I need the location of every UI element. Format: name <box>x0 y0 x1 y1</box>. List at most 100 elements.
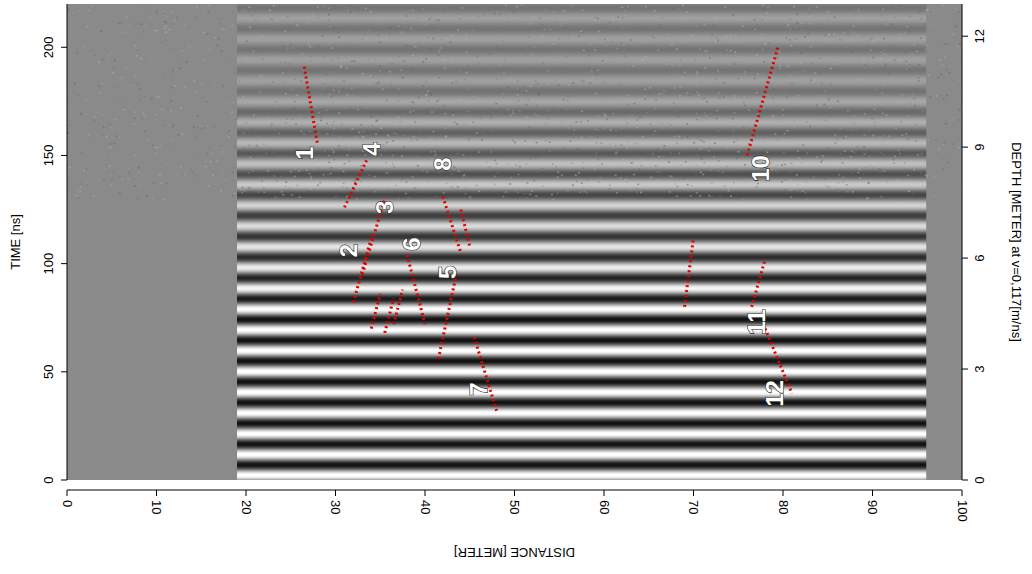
radar-row <box>237 25 926 26</box>
radar-row <box>237 443 926 444</box>
noise <box>836 189 838 191</box>
noise <box>569 140 571 142</box>
noise <box>385 162 387 164</box>
noise <box>490 117 492 119</box>
noise <box>872 57 874 59</box>
noise <box>165 32 167 34</box>
noise <box>897 149 899 151</box>
noise <box>686 137 688 139</box>
radar-row <box>237 350 926 351</box>
noise <box>261 75 263 77</box>
noise <box>853 115 855 117</box>
radar-row <box>237 78 926 79</box>
noise <box>614 145 616 147</box>
noise <box>281 191 283 193</box>
noise <box>737 78 739 80</box>
radar-row <box>237 104 926 105</box>
radar-row <box>237 276 926 277</box>
radar-row <box>237 63 926 64</box>
noise <box>609 188 611 190</box>
noise <box>73 12 75 14</box>
noise <box>928 143 930 145</box>
radar-row <box>237 85 926 86</box>
noise <box>612 58 614 60</box>
noise <box>107 124 109 126</box>
noise <box>464 193 466 195</box>
radar-row <box>237 141 926 142</box>
noise <box>361 38 363 40</box>
noise <box>517 192 519 194</box>
noise <box>402 77 404 79</box>
noise <box>391 63 393 65</box>
noise <box>673 102 675 104</box>
noise <box>407 10 409 12</box>
noise <box>206 153 208 155</box>
radar-row <box>237 105 926 106</box>
radar-row <box>237 178 926 179</box>
noise <box>232 167 234 169</box>
radar-row <box>237 213 926 214</box>
noise <box>163 117 165 119</box>
noise <box>154 187 156 189</box>
noise <box>560 54 562 56</box>
noise <box>356 198 358 200</box>
noise <box>477 89 479 91</box>
noise <box>342 171 344 173</box>
noise <box>760 57 762 59</box>
radar-row <box>237 381 926 382</box>
noise <box>599 108 601 110</box>
noise <box>716 118 718 120</box>
radar-row <box>237 473 926 474</box>
noise <box>880 52 882 54</box>
noise <box>226 101 228 103</box>
noise <box>622 159 624 161</box>
noise <box>825 185 827 187</box>
radar-row <box>237 73 926 74</box>
noise <box>438 50 440 52</box>
noise <box>287 16 289 18</box>
noise <box>499 65 501 67</box>
noise <box>478 63 480 65</box>
radar-row <box>237 198 926 199</box>
noise <box>398 197 400 199</box>
radar-row <box>237 31 926 32</box>
noise <box>309 130 311 132</box>
noise <box>589 136 591 138</box>
noise <box>147 140 149 142</box>
noise <box>641 158 643 160</box>
noise <box>830 41 832 43</box>
noise <box>662 17 664 19</box>
noise <box>637 118 639 120</box>
noise <box>343 80 345 82</box>
noise <box>583 81 585 83</box>
noise <box>263 159 265 161</box>
noise <box>676 48 678 50</box>
noise <box>733 112 735 114</box>
noise <box>507 163 509 165</box>
radar-row <box>237 283 926 284</box>
noise <box>762 17 764 19</box>
noise <box>828 99 830 101</box>
noise <box>283 81 285 83</box>
radar-row <box>237 470 926 471</box>
noise <box>834 142 836 144</box>
radar-row <box>237 294 926 295</box>
noise <box>435 6 437 8</box>
radar-row <box>237 433 926 434</box>
noise <box>476 55 478 57</box>
radar-row <box>237 312 926 313</box>
noise <box>661 123 663 125</box>
radar-row <box>237 10 926 11</box>
noise <box>805 181 807 183</box>
noise <box>406 15 408 17</box>
radar-row <box>237 411 926 412</box>
radar-row <box>237 271 926 272</box>
radar-row <box>237 390 926 391</box>
noise <box>786 52 788 54</box>
noise <box>556 83 558 85</box>
radar-row <box>237 225 926 226</box>
radar-row <box>237 43 926 44</box>
noise <box>711 183 713 185</box>
radar-row <box>237 215 926 216</box>
noise <box>171 68 173 70</box>
